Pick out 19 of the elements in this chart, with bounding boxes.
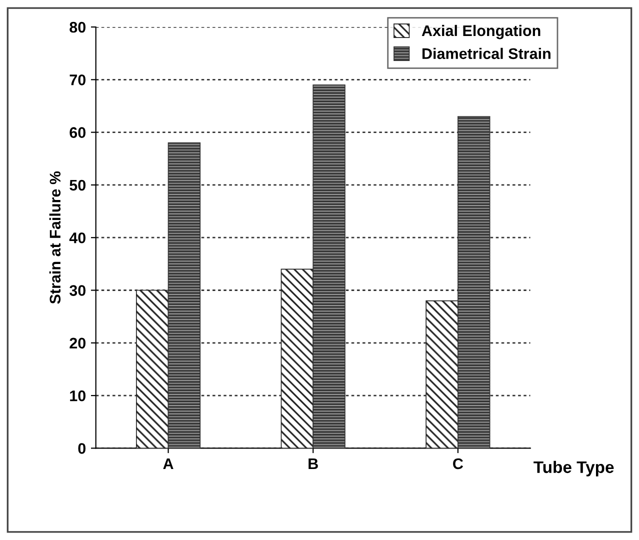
x-tick-label: C [453,458,464,470]
y-tick-label: 30 [69,285,86,296]
y-tick-label: 60 [70,127,86,138]
legend-label: Diametrical Strain [422,48,550,60]
x-axis-title: Tube Type [534,460,614,476]
y-axis-title: Strain at Failure % [49,171,61,304]
x-tick-label: B [308,458,318,469]
bar [426,300,458,448]
y-tick-label: 10 [70,390,86,402]
y-tick-label: 50 [70,180,86,191]
legend-label: Axial Elongation [422,24,540,40]
y-tick-label: 40 [69,232,86,244]
y-tick-label: 70 [70,74,86,86]
bar [280,268,314,448]
y-tick-label: 80 [70,22,86,33]
y-tick-label: 0 [78,443,86,454]
x-tick-label: A [163,458,174,469]
bar [136,290,169,448]
y-tick-label: 20 [70,338,86,349]
